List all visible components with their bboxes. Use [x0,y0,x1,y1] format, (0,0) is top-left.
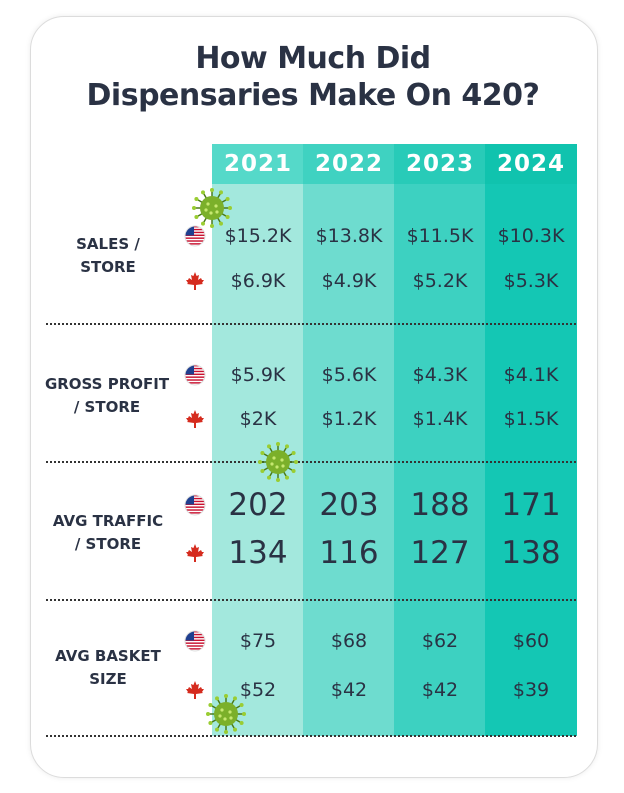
table-cell: $13.8K [315,225,383,247]
table-cell: 138 [501,535,561,571]
row-label-avg-traffic-per-store: AVG TRAFFIC / STORE [38,510,178,556]
table-cell: $42 [421,679,459,701]
table-cell: 203 [319,487,379,523]
table-cell: $1.4K [412,408,468,430]
row-divider [46,461,576,463]
title-line-1: How Much Did [195,41,431,76]
table-cell: 134 [228,535,288,571]
table-cell: $1.2K [321,408,377,430]
maple-leaf-icon [186,544,204,562]
column-header-2022: 2022 [303,144,395,184]
table-cell: 127 [410,535,470,571]
virus-icon [206,694,246,734]
row-label-line: SALES / [76,235,140,253]
maple-leaf-icon [186,681,204,699]
table-cell: 202 [228,487,288,523]
table-cell: $4.1K [503,364,559,386]
table-cell: $75 [239,630,277,652]
us-flag-icon [184,630,206,652]
row-divider [46,735,576,737]
table-cell: $5.2K [412,270,468,292]
table-cell: $5.6K [321,364,377,386]
column-2021-background [212,144,304,736]
table-cell: $4.3K [412,364,468,386]
row-label-line: AVG BASKET [55,647,161,665]
table-cell: $39 [512,679,550,701]
table-cell: $6.9K [230,270,286,292]
table-cell: 171 [501,487,561,523]
table-cell: $42 [330,679,368,701]
column-header-2021: 2021 [212,144,304,184]
table-cell: $10.3K [497,225,565,247]
row-label-line: SIZE [89,670,127,688]
virus-icon [192,188,232,228]
row-label-gross-profit-per-store: GROSS PROFIT / STORE [32,373,182,419]
column-header-2023: 2023 [394,144,486,184]
us-flag-icon [184,364,206,386]
column-2022-background [303,144,395,736]
table-cell: 188 [410,487,470,523]
table-cell: $2K [239,408,277,430]
row-label-line: / STORE [73,398,141,416]
row-divider [46,323,576,325]
table-cell: 116 [319,535,379,571]
virus-icon [258,442,298,482]
table-cell: $4.9K [321,270,377,292]
table-cell: $68 [330,630,368,652]
column-2024-background [485,144,577,736]
row-label-line: AVG TRAFFIC [52,512,164,530]
row-divider [46,599,576,601]
title-line-2: Dispensaries Make On 420? [86,78,540,113]
us-flag-icon [184,225,206,247]
column-2023-background [394,144,486,736]
row-label-line: GROSS PROFIT [44,375,170,393]
table-cell: $52 [239,679,277,701]
column-header-2024: 2024 [485,144,577,184]
table-cell: $1.5K [503,408,559,430]
maple-leaf-icon [186,272,204,290]
table-cell: $5.9K [230,364,286,386]
row-label-line: STORE [80,258,136,276]
maple-leaf-icon [186,410,204,428]
table-cell: $5.3K [503,270,559,292]
row-label-avg-basket-size: AVG BASKET SIZE [38,645,178,691]
chart-title: How Much Did Dispensaries Make On 420? [30,40,596,114]
us-flag-icon [184,494,206,516]
table-cell: $15.2K [224,225,292,247]
row-label-line: / STORE [74,535,142,553]
table-cell: $11.5K [406,225,474,247]
table-cell: $60 [512,630,550,652]
table-cell: $62 [421,630,459,652]
row-label-sales-per-store: SALES / STORE [38,233,178,279]
